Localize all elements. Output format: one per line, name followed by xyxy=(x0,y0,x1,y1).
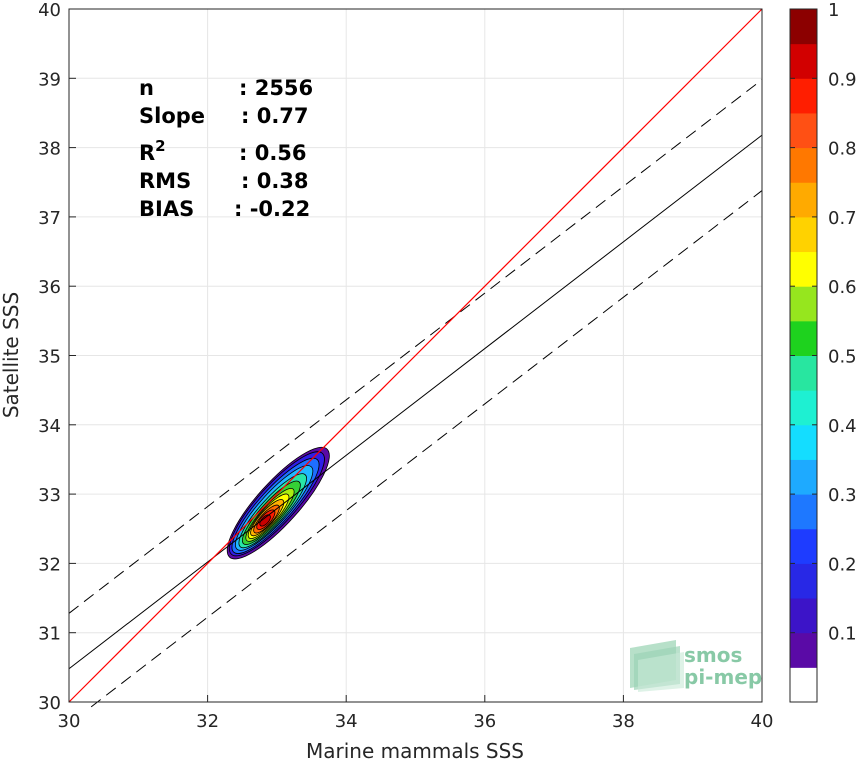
y-axis-ticks: 30 31 32 33 34 35 36 37 38 39 40 xyxy=(38,0,76,714)
y-tick-label: 34 xyxy=(38,416,61,437)
colorbar-tick-label: 0.7 xyxy=(828,208,857,229)
colorbar-band-18 xyxy=(790,78,817,114)
stat-label-n: n xyxy=(139,76,154,100)
y-tick-label: 31 xyxy=(38,624,61,645)
colorbar-bands xyxy=(790,9,817,703)
colorbar-band-5 xyxy=(790,528,817,564)
colorbar-ticks: 0.1 0.2 0.3 0.4 0.5 0.6 0.7 0.8 0.9 1 xyxy=(790,0,857,645)
x-tick-label: 40 xyxy=(751,711,774,732)
colorbar-tick-label: 0.5 xyxy=(828,347,857,368)
reference-lines xyxy=(68,8,763,708)
x-tick-label: 38 xyxy=(612,711,635,732)
colorbar-band-1 xyxy=(790,667,817,703)
y-tick-label: 39 xyxy=(38,69,61,90)
colorbar-band-7 xyxy=(790,459,817,495)
x-tick-label: 34 xyxy=(335,711,358,732)
colorbar-band-19 xyxy=(790,43,817,79)
colorbar: 0.1 0.2 0.3 0.4 0.5 0.6 0.7 0.8 0.9 1 xyxy=(789,0,857,703)
stat-value-slope: : 0.77 xyxy=(241,104,309,128)
colorbar-tick-label: 1 xyxy=(828,0,839,21)
colorbar-band-13 xyxy=(790,251,817,287)
colorbar-band-3 xyxy=(790,598,817,634)
colorbar-tick-label: 0.3 xyxy=(828,485,857,506)
colorbar-tick-label: 0.1 xyxy=(828,624,857,645)
colorbar-tick-label: 0.6 xyxy=(828,277,857,298)
colorbar-band-12 xyxy=(790,286,817,322)
stat-label-rms: RMS xyxy=(139,169,191,193)
stat-label-r: R2 xyxy=(139,137,166,165)
colorbar-tick-label: 0.8 xyxy=(828,139,857,160)
colorbar-band-14 xyxy=(790,216,817,253)
colorbar-band-9 xyxy=(790,390,817,426)
regression-line xyxy=(68,134,763,670)
stat-value-rms: : 0.38 xyxy=(241,169,309,193)
y-tick-label: 40 xyxy=(38,0,61,21)
colorbar-band-10 xyxy=(790,355,817,391)
stat-label-slope: Slope xyxy=(139,104,205,128)
smos-pi-mep-logo: smos pi-mep xyxy=(630,640,762,692)
y-tick-label: 32 xyxy=(38,554,61,575)
colorbar-band-15 xyxy=(790,182,817,218)
y-tick-label: 37 xyxy=(38,208,61,229)
colorbar-band-6 xyxy=(790,494,817,530)
colorbar-band-8 xyxy=(790,424,817,460)
stat-value-n: : 2556 xyxy=(239,76,313,100)
y-tick-label: 30 xyxy=(38,693,61,714)
stat-label-bias: BIAS xyxy=(139,197,194,221)
colorbar-band-20 xyxy=(790,9,817,45)
density-contour-12 xyxy=(259,514,271,527)
y-tick-label: 35 xyxy=(38,347,61,368)
x-tick-label: 32 xyxy=(196,711,219,732)
statistics-box: n : 2556 Slope : 0.77 R2 : 0.56 RMS : 0.38 BIAS:… xyxy=(139,76,313,221)
colorbar-band-16 xyxy=(790,147,817,183)
plot-area: 30 32 34 36 38 40 30 31 32 33 34 35 36 37 38 39 40 xyxy=(38,0,773,732)
identity-line xyxy=(68,8,763,703)
y-tick-label: 38 xyxy=(38,139,61,160)
colorbar-tick-label: 0.9 xyxy=(828,69,857,90)
colorbar-tick-label: 0.2 xyxy=(828,554,857,575)
colorbar-band-17 xyxy=(790,112,817,149)
density-contours xyxy=(226,446,330,560)
logo-line2: pi-mep xyxy=(684,665,762,689)
lower-band-dashed-line xyxy=(90,190,763,708)
x-axis-title: Marine mammals SSS xyxy=(306,739,524,763)
x-tick-label: 36 xyxy=(473,711,496,732)
x-axis-ticks: 30 32 34 36 38 40 xyxy=(58,695,774,732)
y-tick-label: 36 xyxy=(38,277,61,298)
colorbar-tick-label: 0.4 xyxy=(828,416,857,437)
stat-value-r: : 0.56 xyxy=(239,141,307,165)
x-tick-label: 30 xyxy=(58,711,81,732)
y-axis-title: Satellite SSS xyxy=(0,292,23,418)
stat-value-bias: : -0.22 xyxy=(234,197,310,221)
colorbar-band-2 xyxy=(790,632,817,668)
colorbar-band-11 xyxy=(790,320,817,356)
colorbar-band-4 xyxy=(790,563,817,599)
wave-logo-icon xyxy=(630,640,684,692)
y-tick-label: 33 xyxy=(38,485,61,506)
upper-band-dashed-line xyxy=(68,79,763,614)
logo-line1: smos xyxy=(684,643,742,667)
grid xyxy=(68,8,763,703)
